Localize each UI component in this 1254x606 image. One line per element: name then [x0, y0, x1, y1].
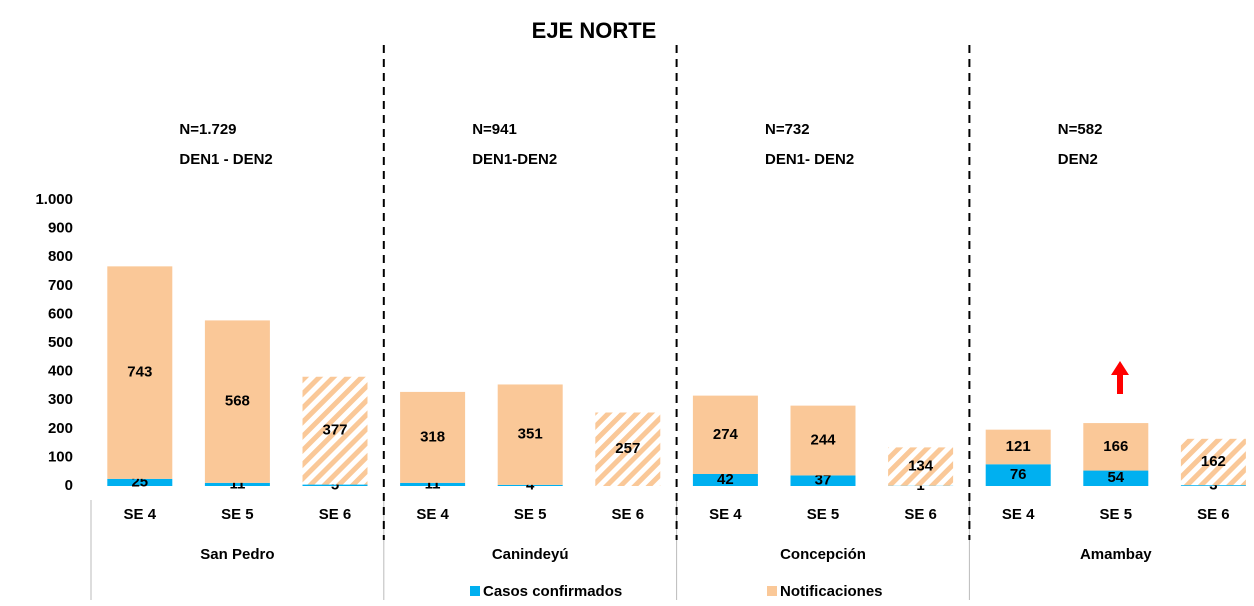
- data-label: 377: [322, 422, 347, 439]
- data-label: 244: [810, 431, 836, 448]
- bar-segment: [302, 376, 368, 485]
- arrow: [1111, 361, 1129, 394]
- legend-swatch: [767, 586, 777, 596]
- group-note: N=582: [1058, 121, 1103, 138]
- data-label: 257: [615, 440, 640, 457]
- data-label: 76: [1010, 466, 1027, 483]
- bar-segment: [204, 320, 270, 483]
- group-label: San Pedro: [200, 546, 274, 563]
- y-tick-label: 0: [65, 477, 73, 494]
- data-label: 318: [420, 428, 445, 445]
- x-tick-label: SE 6: [612, 506, 645, 523]
- y-tick-label: 100: [48, 448, 73, 465]
- data-label: 42: [717, 471, 734, 488]
- x-tick-label: SE 4: [1002, 506, 1035, 523]
- bar-segment: [1180, 485, 1246, 486]
- bar-segment: [985, 429, 1051, 465]
- x-tick-label: SE 4: [416, 506, 449, 523]
- x-tick-label: SE 4: [124, 506, 157, 523]
- bar-segment: [497, 384, 563, 485]
- bar-segment: [595, 412, 661, 486]
- group-note: DEN1-DEN2: [472, 151, 557, 168]
- x-tick-label: SE 5: [221, 506, 254, 523]
- bar-segment: [1083, 423, 1149, 471]
- legend-label: Notificaciones: [780, 583, 883, 600]
- data-label: 134: [908, 458, 934, 475]
- legend-swatch: [470, 586, 480, 596]
- bar-segment: [400, 482, 466, 486]
- data-label: 162: [1201, 453, 1226, 470]
- group-note: DEN1- DEN2: [765, 151, 854, 168]
- legend-label: Casos confirmados: [483, 583, 622, 600]
- bar-segment: [302, 484, 368, 486]
- group-note: N=732: [765, 121, 810, 138]
- y-tick-label: 400: [48, 363, 73, 380]
- bar-segment: [107, 478, 173, 486]
- bar-segment: [204, 482, 270, 486]
- data-label: 166: [1103, 438, 1128, 455]
- y-tick-label: 500: [48, 334, 73, 351]
- bar-segment: [400, 391, 466, 483]
- data-label: 121: [1006, 438, 1031, 455]
- x-tick-label: SE 5: [1100, 506, 1133, 523]
- x-tick-label: SE 6: [319, 506, 352, 523]
- y-tick-label: 1.000: [35, 191, 73, 208]
- data-label: 274: [713, 426, 739, 443]
- bar-segment: [1083, 470, 1149, 486]
- bar-segment: [692, 473, 758, 486]
- data-label: 351: [518, 426, 543, 443]
- bar-segment: [107, 266, 173, 479]
- data-label: 37: [815, 472, 832, 489]
- group-note: N=1.729: [179, 121, 236, 138]
- group-label: Amambay: [1080, 546, 1152, 563]
- bar-segment: [1180, 438, 1246, 486]
- bar-segment: [497, 484, 563, 486]
- y-tick-label: 700: [48, 277, 73, 294]
- bar-segment: [790, 475, 856, 486]
- group-note: N=941: [472, 121, 517, 138]
- group-note: DEN1 - DEN2: [179, 151, 272, 168]
- data-label: 5: [331, 476, 339, 493]
- data-label: 568: [225, 393, 250, 410]
- group-label: Canindeyú: [492, 546, 569, 563]
- y-tick-label: 900: [48, 220, 73, 237]
- x-tick-label: SE 4: [709, 506, 742, 523]
- bar-segment: [888, 447, 954, 486]
- y-tick-label: 600: [48, 305, 73, 322]
- bar-segment: [692, 395, 758, 474]
- y-tick-label: 200: [48, 420, 73, 437]
- data-label: 743: [127, 364, 152, 381]
- group-label: Concepción: [780, 546, 866, 563]
- x-tick-label: SE 5: [514, 506, 547, 523]
- x-tick-label: SE 6: [904, 506, 937, 523]
- x-tick-label: SE 5: [807, 506, 840, 523]
- x-tick-label: SE 6: [1197, 506, 1230, 523]
- bar-segment: [985, 464, 1051, 486]
- y-tick-label: 800: [48, 248, 73, 265]
- group-note: DEN2: [1058, 151, 1098, 168]
- bar-segment: [790, 405, 856, 476]
- y-tick-label: 300: [48, 391, 73, 408]
- data-label: 54: [1107, 469, 1124, 486]
- data-label: 4: [526, 476, 535, 493]
- chart-title: EJE NORTE: [532, 18, 657, 43]
